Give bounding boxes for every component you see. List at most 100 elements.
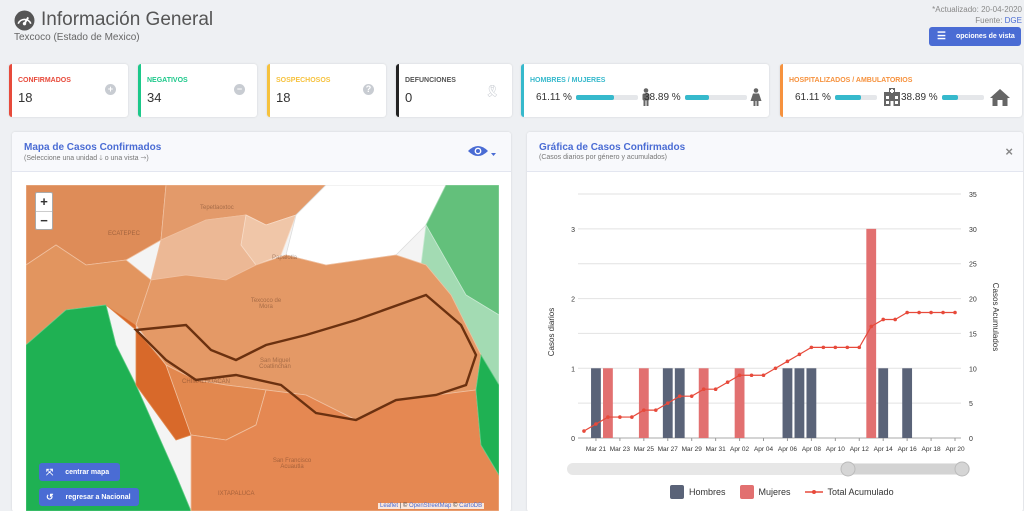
cumulative-point — [785, 359, 790, 364]
bar-hombres — [591, 368, 601, 438]
y-left-tick-label: 1 — [571, 366, 575, 373]
cumulative-point — [594, 422, 598, 426]
map-region — [190, 389, 499, 511]
x-tick-label: Apr 04 — [754, 446, 774, 453]
legend-label: Hombres — [689, 487, 726, 497]
question-circle-icon: ? — [363, 84, 374, 95]
x-tick-label: Mar 29 — [682, 446, 703, 453]
list-icon: ☰ — [937, 31, 946, 42]
y-right-tick-label: 25 — [969, 262, 977, 269]
map-panel-subtitle: (Seleccione una unidad 🡓 o una vista 🡒) — [24, 155, 149, 162]
cumulative-point — [642, 408, 646, 412]
card-confirmados[interactable]: CONFIRMADOS 18 + — [9, 64, 128, 117]
source-label: Fuente: — [975, 16, 1003, 25]
bar-mujeres — [638, 368, 649, 438]
x-tick-label: Mar 25 — [634, 446, 655, 453]
page-header: Información General Texcoco (Estado de M… — [0, 0, 1024, 58]
bar-fill — [575, 94, 614, 100]
attribution-separator: © — [451, 503, 460, 509]
card-value: 34 — [147, 90, 162, 105]
bar-hombres — [794, 368, 805, 438]
hombres-stat: 61.11 % — [536, 88, 651, 106]
close-icon[interactable]: × — [1005, 144, 1013, 159]
x-tick-label: Apr 08 — [802, 446, 822, 453]
bar-fill — [684, 94, 709, 100]
map-region — [475, 353, 499, 476]
x-tick-label: Mar 31 — [706, 446, 727, 453]
map-place-label: ECATEPEC — [108, 231, 140, 237]
y-right-tick-label: 20 — [969, 297, 977, 304]
y-right-tick-label: 15 — [969, 331, 977, 338]
bar-fill — [834, 94, 861, 100]
view-options-label: opciones de vista — [955, 33, 1015, 40]
y-right-tick-label: 10 — [969, 366, 977, 373]
x-tick-label: Mar 27 — [658, 446, 679, 453]
zoom-in-button[interactable]: + — [40, 194, 48, 209]
zoom-out-button[interactable]: − — [36, 211, 52, 229]
y-axis-right: 0 5 10 15 20 25 30 35 — [969, 192, 977, 443]
card-sospechosos[interactable]: SOSPECHOSOS 18 ? — [267, 64, 386, 117]
zoom-slider-selection[interactable] — [843, 464, 966, 474]
center-map-label: centrar mapa — [65, 468, 110, 476]
card-label: DEFUNCIONES — [405, 77, 456, 84]
card-label: NEGATIVOS — [147, 77, 188, 84]
source-line: Fuente: DGE — [975, 16, 1022, 25]
map-canvas[interactable] — [26, 185, 499, 511]
card-label: HOSPITALIZADOS / AMBULATORIOS — [789, 77, 913, 84]
bar-hombres — [902, 368, 913, 438]
chart-panel-header: Gráfica de Casos Confirmados (Casos diar… — [527, 132, 1023, 172]
card-value: 18 — [18, 90, 33, 105]
cumulative-point — [833, 345, 838, 350]
map-place-label: San Miguel Coatlinchán — [259, 358, 291, 370]
map-place-label: Tepetlaoxtoc — [200, 205, 234, 211]
legend-item-mujeres[interactable]: Mujeres — [739, 485, 791, 499]
legend-item-hombres[interactable]: Hombres — [670, 485, 726, 499]
x-tick-label: Apr 20 — [945, 446, 965, 453]
y-axis-right-label: Casos Acumulados — [991, 283, 1000, 351]
source-link[interactable]: DGE — [1004, 16, 1022, 25]
attribution-separator: | © — [398, 503, 409, 509]
x-tick-label: Apr 02 — [730, 446, 750, 453]
bar-mujeres — [866, 228, 877, 438]
cumulative-point — [905, 310, 909, 315]
back-to-national-button[interactable]: ↺ regresar a Nacional — [39, 488, 139, 506]
cumulative-line — [583, 311, 956, 432]
bar-hombres — [782, 368, 793, 438]
home-icon — [989, 89, 1010, 106]
bar-hombres — [674, 368, 685, 438]
ambulatorios-pct: 38.89 % — [901, 91, 938, 103]
card-defunciones[interactable]: DEFUNCIONES 0 🎗 — [396, 64, 512, 117]
card-hospitalizados[interactable]: HOSPITALIZADOS / AMBULATORIOS — [780, 64, 1022, 117]
legend-item-total[interactable]: Total Acumulado — [804, 487, 894, 497]
cumulative-point — [701, 387, 706, 391]
center-map-button[interactable]: ⤧ centrar mapa — [39, 463, 120, 481]
zoom-slider-handle-right[interactable] — [954, 461, 970, 477]
y-axis-left-label: Casos diarios — [547, 308, 556, 356]
x-tick-label: Apr 18 — [922, 446, 942, 453]
ribbon-icon: 🎗 — [484, 84, 500, 98]
hospitalizados-stat: 61.11 % — [795, 88, 901, 106]
view-options-button[interactable]: ☰ opciones de vista — [929, 27, 1021, 46]
osm-link[interactable]: OpenStreetMap — [409, 503, 452, 509]
leaflet-link[interactable]: Leaflet — [380, 503, 399, 509]
x-tick-label: Mar 21 — [586, 446, 607, 453]
mujeres-bar — [684, 94, 747, 100]
hombres-pct: 61.11 % — [536, 91, 572, 103]
cumulative-point — [749, 373, 754, 378]
plus-circle-icon: + — [105, 84, 116, 95]
x-tick-label: Apr 14 — [874, 446, 894, 453]
cumulative-point — [761, 373, 766, 378]
carto-link[interactable]: CartoDB — [459, 503, 483, 509]
cumulative-point — [941, 310, 945, 315]
choropleth-map[interactable] — [26, 185, 499, 511]
zoom-slider-handle-left[interactable] — [840, 461, 856, 477]
map-panel-title: Mapa de Casos Confirmados — [24, 142, 162, 153]
eye-icon[interactable] — [467, 144, 497, 160]
hospitalizados-pct: 61.11 % — [795, 91, 831, 103]
map-place-label: San Francisco Acuautla — [272, 458, 312, 470]
card-negativos[interactable]: NEGATIVOS 34 − — [138, 64, 257, 117]
map-region — [240, 214, 297, 266]
cumulative-point — [809, 345, 814, 350]
card-label: CONFIRMADOS — [18, 77, 71, 84]
cumulative-point — [869, 324, 874, 329]
